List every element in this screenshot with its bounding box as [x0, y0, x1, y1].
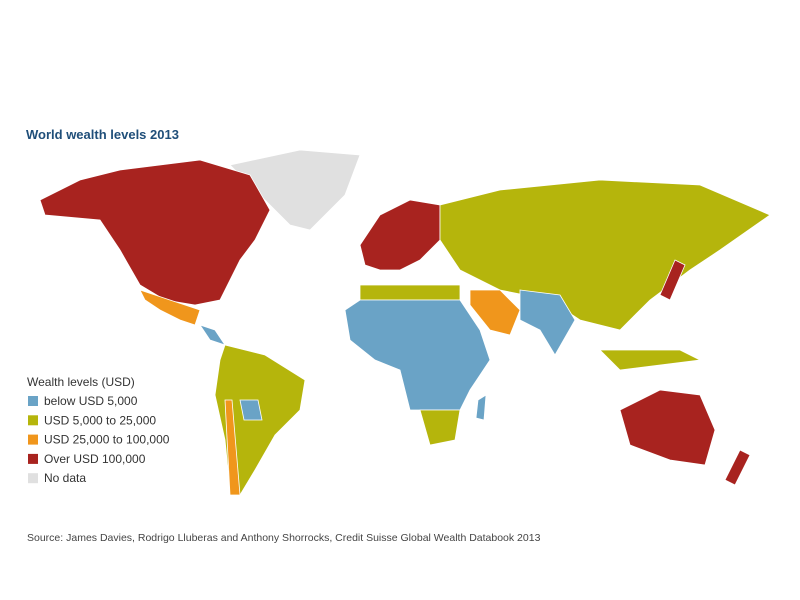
region — [39, 159, 271, 306]
region — [359, 199, 441, 271]
legend-swatch — [28, 453, 38, 464]
region — [469, 289, 521, 336]
legend-swatch — [28, 396, 38, 406]
legend-label: Over USD 100,000 — [44, 452, 146, 466]
region — [239, 399, 263, 421]
region — [224, 399, 241, 496]
legend-label: below USD 5,000 — [44, 394, 138, 408]
legend-label: No data — [44, 471, 86, 485]
region — [619, 389, 716, 466]
region — [419, 409, 461, 446]
region — [229, 149, 361, 231]
world-map — [39, 149, 771, 496]
map-title: World wealth levels 2013 — [26, 127, 179, 142]
region — [599, 349, 702, 371]
region — [199, 324, 226, 346]
region — [724, 449, 751, 486]
region — [519, 289, 576, 356]
legend: below USD 5,000 USD 5,000 to 25,000 USD 25… — [28, 394, 170, 485]
legend-swatch — [28, 434, 38, 445]
region — [139, 289, 201, 326]
legend-title: Wealth levels (USD) — [27, 375, 135, 389]
legend-label: USD 5,000 to 25,000 — [44, 413, 156, 427]
legend-swatch — [28, 473, 38, 484]
region — [344, 299, 491, 411]
region — [659, 259, 686, 301]
region — [475, 394, 487, 421]
region — [359, 284, 461, 301]
source: Source: James Davies, Rodrigo Lluberas a… — [27, 532, 541, 544]
legend-label: USD 25,000 to 100,000 — [44, 433, 170, 447]
legend-swatch — [28, 415, 38, 426]
